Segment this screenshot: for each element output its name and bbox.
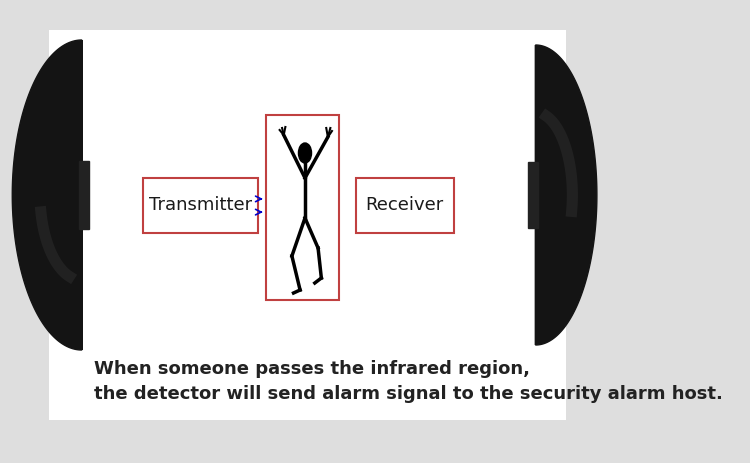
Bar: [49, 30, 566, 420]
Text: Receiver: Receiver: [365, 196, 444, 214]
Bar: [143, 178, 257, 233]
Polygon shape: [12, 40, 82, 350]
Text: When someone passes the infrared region,: When someone passes the infrared region,: [94, 360, 530, 378]
Bar: [80, 161, 89, 229]
Bar: [528, 162, 538, 228]
Ellipse shape: [298, 143, 311, 163]
Text: Transmitter: Transmitter: [148, 196, 252, 214]
Bar: [356, 178, 454, 233]
Polygon shape: [536, 45, 597, 345]
Text: the detector will send alarm signal to the security alarm host.: the detector will send alarm signal to t…: [94, 385, 723, 403]
Bar: [266, 115, 339, 300]
